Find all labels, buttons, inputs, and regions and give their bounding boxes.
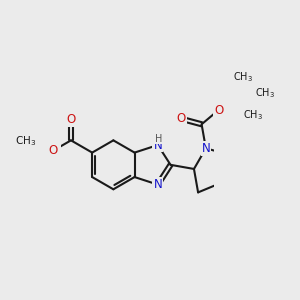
- Text: CH$_3$: CH$_3$: [243, 108, 263, 122]
- Text: O: O: [177, 112, 186, 125]
- Text: N: N: [202, 142, 210, 155]
- Text: O: O: [214, 103, 223, 117]
- Text: O: O: [48, 144, 57, 158]
- Text: O: O: [66, 113, 76, 126]
- Text: CH$_3$: CH$_3$: [15, 135, 37, 148]
- Text: N: N: [153, 139, 162, 152]
- Text: CH$_3$: CH$_3$: [255, 86, 275, 100]
- Text: CH$_3$: CH$_3$: [232, 70, 253, 84]
- Text: N: N: [153, 178, 162, 191]
- Text: H: H: [155, 134, 162, 144]
